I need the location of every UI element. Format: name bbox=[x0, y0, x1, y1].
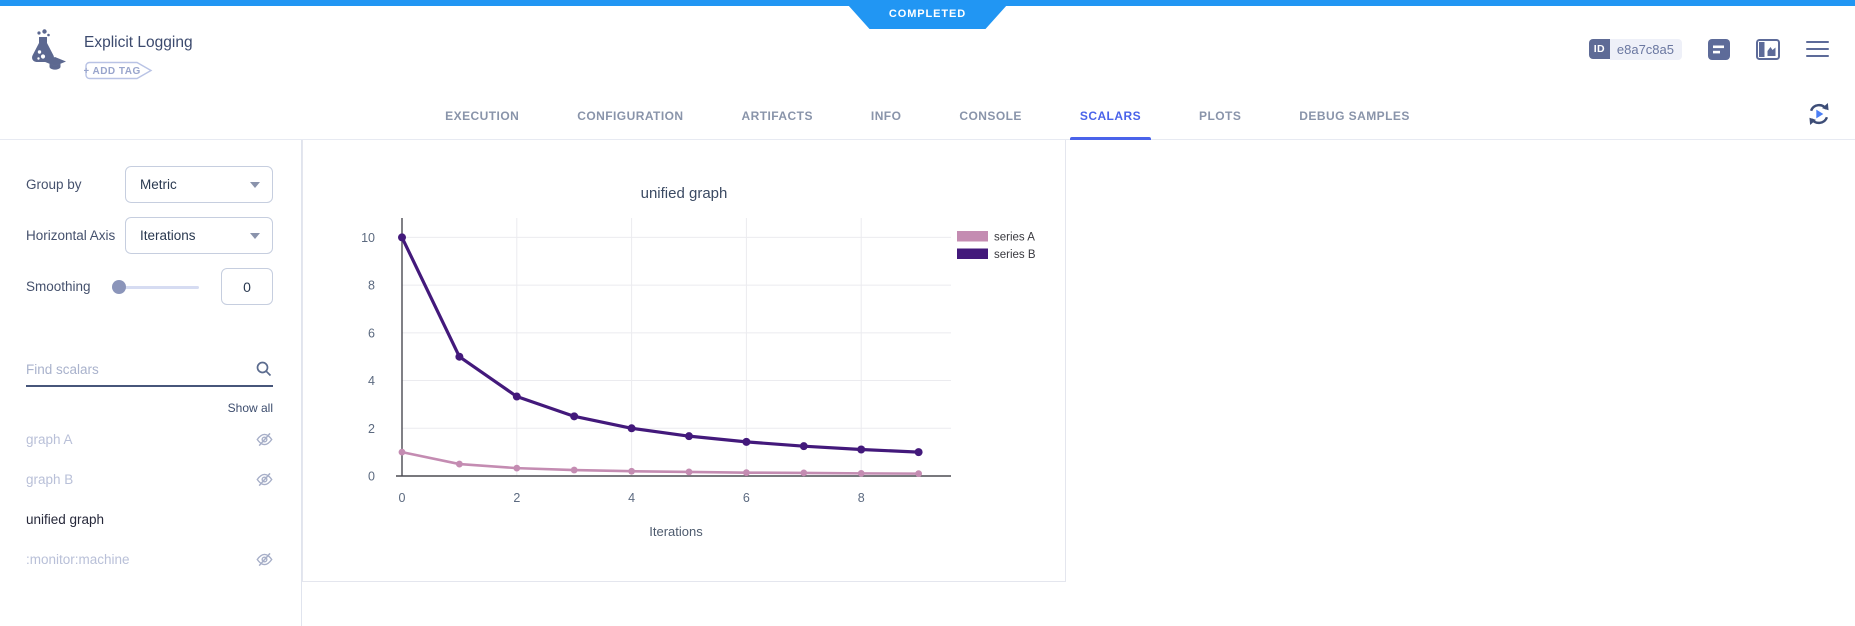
metric-item-unified-graph[interactable]: unified graph bbox=[26, 511, 105, 527]
svg-text:2: 2 bbox=[513, 491, 520, 505]
tab-bar: EXECUTION CONFIGURATION ARTIFACTS INFO C… bbox=[0, 92, 1855, 140]
unified-graph-panel: 0 2 4 6 8 10 0 2 4 6 8 unified graph Iterations serie… bbox=[302, 140, 1066, 582]
search-icon bbox=[256, 361, 272, 377]
status-badge: COMPLETED bbox=[888, 7, 967, 20]
status-ribbon: COMPLETED bbox=[844, 0, 1012, 29]
svg-text:6: 6 bbox=[368, 326, 375, 340]
group-by-value: Metric bbox=[140, 177, 177, 192]
svg-text:0: 0 bbox=[399, 491, 406, 505]
auto-refresh-button[interactable] bbox=[1805, 100, 1833, 133]
series-line bbox=[401, 450, 919, 475]
chevron-down-icon bbox=[250, 181, 260, 188]
data-point bbox=[398, 233, 406, 242]
data-point bbox=[512, 392, 521, 401]
data-point bbox=[685, 468, 693, 476]
group-by-label: Group by bbox=[26, 177, 82, 192]
id-label: ID bbox=[1588, 39, 1610, 59]
eye-off-icon[interactable] bbox=[256, 431, 273, 448]
svg-text:4: 4 bbox=[628, 491, 635, 505]
scalar-line-chart[interactable]: 0 2 4 6 8 10 0 2 4 6 8 unified graph Iterations serie… bbox=[303, 140, 1065, 580]
smoothing-slider[interactable] bbox=[112, 279, 200, 294]
horizontal-axis-value: Iterations bbox=[140, 228, 196, 243]
tab-plots[interactable]: PLOTS bbox=[1199, 108, 1242, 123]
svg-text:10: 10 bbox=[361, 231, 375, 245]
details-list-icon bbox=[1708, 38, 1730, 60]
series-line bbox=[400, 236, 919, 454]
horizontal-axis-select[interactable]: Iterations bbox=[125, 217, 273, 254]
smoothing-input[interactable] bbox=[220, 268, 273, 305]
eye-off-icon[interactable] bbox=[256, 471, 273, 488]
results-view-button[interactable] bbox=[1756, 38, 1780, 60]
tab-debug-samples[interactable]: DEBUG SAMPLES bbox=[1299, 108, 1410, 123]
id-value[interactable]: e8a7c8a5 bbox=[1609, 38, 1682, 60]
scalars-sidebar: Group by Metric Horizontal Axis Iteratio… bbox=[0, 140, 302, 626]
svg-text:2: 2 bbox=[368, 422, 375, 436]
eye-off-icon[interactable] bbox=[256, 551, 273, 568]
x-axis-label: Iterations bbox=[649, 524, 703, 539]
tab-scalars[interactable]: SCALARS bbox=[1069, 92, 1152, 140]
data-point bbox=[800, 469, 808, 477]
legend-swatch[interactable] bbox=[957, 231, 988, 242]
task-details-button[interactable] bbox=[1708, 38, 1730, 60]
tab-configuration[interactable]: CONFIGURATION bbox=[577, 108, 684, 123]
horizontal-axis-label: Horizontal Axis bbox=[26, 228, 116, 243]
data-point bbox=[915, 470, 922, 478]
legend-swatch[interactable] bbox=[957, 248, 988, 260]
task-id-badge: ID e8a7c8a5 bbox=[1588, 38, 1682, 60]
chevron-down-icon bbox=[250, 232, 260, 239]
tab-execution[interactable]: EXECUTION bbox=[445, 108, 520, 123]
data-point bbox=[742, 437, 751, 446]
legend-label[interactable]: series A bbox=[994, 232, 1035, 244]
svg-text:6: 6 bbox=[743, 491, 750, 505]
scalars-content: Group by Metric Horizontal Axis Iteratio… bbox=[0, 140, 1855, 626]
data-point bbox=[743, 469, 750, 477]
data-point bbox=[570, 466, 578, 474]
data-point bbox=[628, 467, 635, 475]
data-point bbox=[398, 448, 406, 456]
data-point bbox=[513, 464, 521, 472]
data-point bbox=[857, 445, 866, 454]
metric-item-graph-a[interactable]: graph A bbox=[26, 419, 273, 459]
data-point bbox=[799, 442, 808, 451]
tab-info[interactable]: INFO bbox=[870, 108, 902, 123]
svg-text:4: 4 bbox=[368, 374, 375, 388]
menu-button[interactable] bbox=[1806, 40, 1829, 58]
split-panel-chart-icon bbox=[1756, 38, 1780, 60]
task-title: Explicit Logging bbox=[84, 34, 193, 51]
data-point bbox=[627, 424, 636, 433]
svg-text:8: 8 bbox=[858, 491, 865, 505]
task-header: Explicit Logging + ADD TAG ID e8a7c8a5 bbox=[0, 6, 1855, 92]
data-point bbox=[685, 432, 693, 441]
chart-title: unified graph bbox=[641, 185, 728, 202]
show-all-link[interactable]: Show all bbox=[227, 401, 273, 415]
metric-item-monitor-machine[interactable]: :monitor:machine bbox=[26, 539, 273, 579]
data-point bbox=[456, 460, 463, 468]
experiment-flask-icon bbox=[32, 29, 66, 70]
slider-thumb[interactable] bbox=[112, 279, 127, 294]
data-point bbox=[455, 352, 464, 361]
tab-console[interactable]: CONSOLE bbox=[959, 108, 1022, 123]
find-scalars-field[interactable] bbox=[26, 360, 273, 387]
smoothing-label: Smoothing bbox=[26, 279, 91, 294]
tab-artifacts[interactable]: ARTIFACTS bbox=[741, 108, 813, 123]
data-point bbox=[570, 412, 579, 421]
metric-item-graph-b[interactable]: graph B bbox=[26, 459, 273, 499]
legend-label[interactable]: series B bbox=[994, 249, 1036, 261]
add-tag-button[interactable]: + ADD TAG bbox=[83, 61, 154, 80]
find-scalars-input[interactable] bbox=[26, 361, 226, 377]
add-tag-label: + ADD TAG bbox=[84, 66, 141, 77]
svg-text:8: 8 bbox=[368, 279, 375, 293]
plots-area: 0 2 4 6 8 10 0 2 4 6 8 unified graph Iterations serie… bbox=[302, 140, 1855, 626]
refresh-play-icon bbox=[1809, 103, 1829, 125]
group-by-select[interactable]: Metric bbox=[125, 166, 273, 203]
svg-text:0: 0 bbox=[368, 470, 375, 484]
data-point bbox=[857, 469, 865, 477]
metric-list: graph A graph B unifie bbox=[26, 419, 273, 579]
slider-track[interactable] bbox=[112, 285, 200, 289]
data-point bbox=[914, 448, 923, 457]
